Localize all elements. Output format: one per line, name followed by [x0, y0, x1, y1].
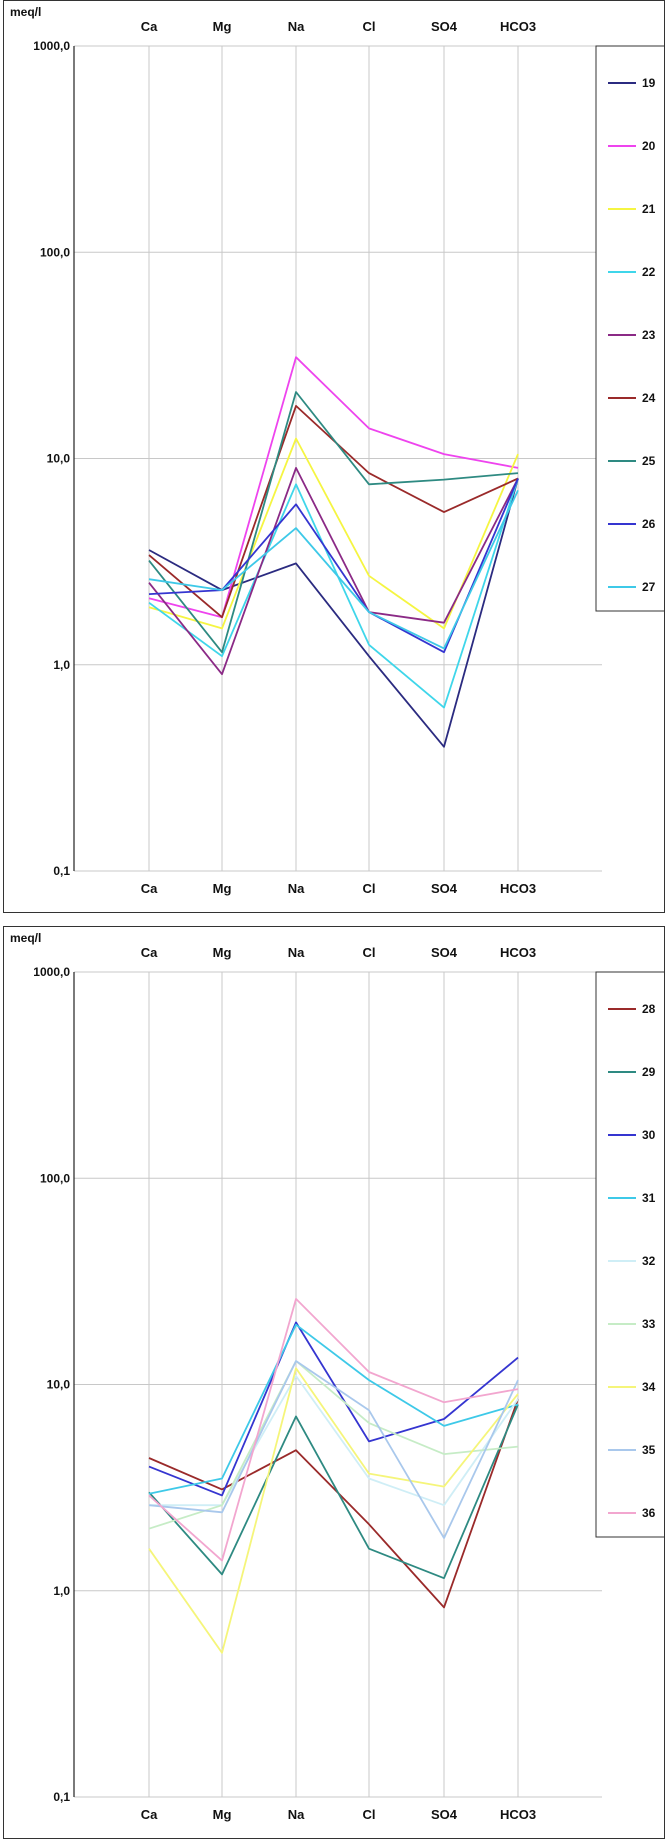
x-tick-label-top: HCO3 [500, 19, 536, 34]
legend-label: 32 [642, 1254, 656, 1268]
x-tick-label-top: Na [288, 19, 305, 34]
series-line-25 [148, 391, 519, 654]
legend-label: 31 [642, 1191, 656, 1205]
legend-label: 23 [642, 328, 656, 342]
legend-label: 34 [642, 1380, 656, 1394]
x-tick-label-bottom: Na [288, 881, 305, 896]
y-tick-label: 1,0 [53, 1584, 70, 1598]
y-tick-label: 1,0 [53, 658, 70, 672]
series-line-29 [148, 1404, 519, 1580]
x-tick-label-bottom: Ca [141, 1807, 158, 1822]
series-line-31 [148, 1323, 519, 1495]
x-tick-label-top: Mg [213, 945, 232, 960]
legend [595, 971, 664, 1538]
x-tick-label-bottom: Na [288, 1807, 305, 1822]
chart-2: 0,1 1,0 10,0 100,0 1000,0 meq/l Ca Ca Mg Mg Na Na Cl… [10, 931, 664, 1822]
legend-label: 25 [642, 454, 656, 468]
x-tick-label-top: HCO3 [500, 945, 536, 960]
y-tick-label: 0,1 [53, 1790, 70, 1804]
legend-label: 33 [642, 1317, 656, 1331]
chart-panel-2: 0,1 1,0 10,0 100,0 1000,0 meq/l Ca Ca Mg Mg Na Na Cl… [3, 926, 665, 1839]
legend-label: 36 [642, 1506, 656, 1520]
x-tick-label-bottom: Mg [213, 881, 232, 896]
x-tick-label-top: Na [288, 945, 305, 960]
x-tick-label-top: Mg [213, 19, 232, 34]
x-tick-label-bottom: HCO3 [500, 881, 536, 896]
y-axis-label: meq/l [10, 931, 41, 945]
x-tick-label-bottom: Ca [141, 881, 158, 896]
legend-label: 26 [642, 517, 656, 531]
y-axis-label: meq/l [10, 5, 41, 19]
y-tick-label: 0,1 [53, 864, 70, 878]
legend-label: 21 [642, 202, 656, 216]
y-tick-label: 1000,0 [33, 39, 70, 53]
series-line-32 [149, 1375, 519, 1507]
y-tick-label: 10,0 [47, 1378, 71, 1392]
legend-label: 30 [642, 1128, 656, 1142]
x-tick-label-top: Cl [363, 19, 376, 34]
series-line-28 [148, 1398, 519, 1609]
series-line-22 [148, 478, 519, 709]
legend-label: 24 [642, 391, 656, 405]
y-tick-label: 100,0 [40, 1171, 70, 1185]
x-tick-label-bottom: Cl [363, 1807, 376, 1822]
series-line-34 [148, 1367, 519, 1654]
x-tick-label-bottom: Mg [213, 1807, 232, 1822]
y-tick-label: 100,0 [40, 245, 70, 259]
chart-panel-1: 0,1 1,0 10,0 100,0 1000,0 meq/l Ca Ca Mg Mg Na Na Cl… [3, 0, 665, 913]
series-line-19 [148, 478, 519, 748]
series-line-23 [148, 466, 519, 676]
legend-label: 27 [642, 580, 656, 594]
x-tick-label-top: Ca [141, 945, 158, 960]
series-line-20 [148, 356, 519, 619]
x-tick-label-bottom: Cl [363, 881, 376, 896]
series-line-21 [148, 437, 519, 630]
chart-1: 0,1 1,0 10,0 100,0 1000,0 meq/l Ca Ca Mg Mg Na Na Cl… [10, 5, 664, 896]
legend-label: 28 [642, 1002, 656, 1016]
legend-label: 22 [642, 265, 656, 279]
series-line-35 [148, 1360, 519, 1539]
x-tick-label-bottom: HCO3 [500, 1807, 536, 1822]
legend [595, 45, 664, 612]
x-tick-label-top: SO4 [431, 945, 458, 960]
x-tick-label-top: SO4 [431, 19, 458, 34]
legend-label: 35 [642, 1443, 656, 1457]
y-tick-label: 10,0 [47, 452, 71, 466]
legend-label: 29 [642, 1065, 656, 1079]
x-tick-label-top: Cl [363, 945, 376, 960]
series-line-36 [148, 1297, 519, 1562]
y-tick-label: 1000,0 [33, 965, 70, 979]
series-line-30 [148, 1321, 519, 1497]
legend-label: 19 [642, 76, 656, 90]
x-tick-label-top: Ca [141, 19, 158, 34]
x-tick-label-bottom: SO4 [431, 881, 458, 896]
legend-label: 20 [642, 139, 656, 153]
series-line-33 [148, 1360, 519, 1530]
series-line-27 [148, 490, 519, 650]
x-tick-label-bottom: SO4 [431, 1807, 458, 1822]
